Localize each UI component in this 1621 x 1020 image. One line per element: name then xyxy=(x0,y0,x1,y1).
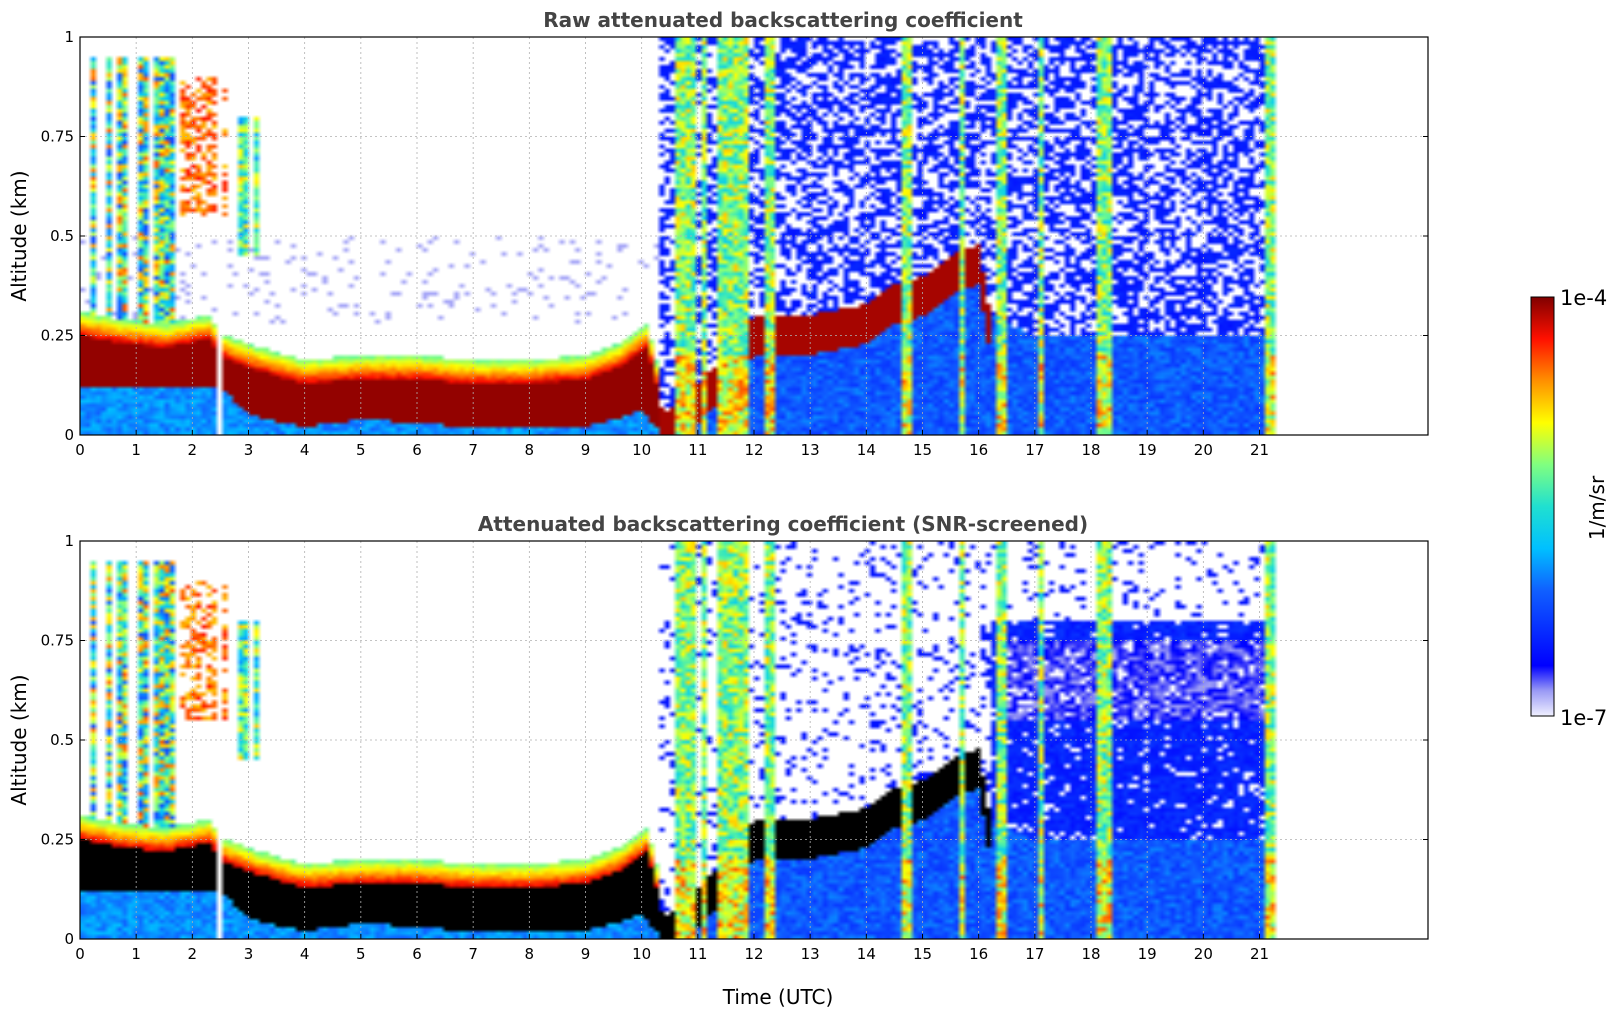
x-tick-label: 21 xyxy=(1250,441,1269,459)
y-tick-label: 0.25 xyxy=(41,831,74,849)
x-tick-label: 8 xyxy=(525,441,535,459)
x-tick-label: 15 xyxy=(913,441,932,459)
x-tick-label: 14 xyxy=(857,441,876,459)
x-tick-label: 18 xyxy=(1081,945,1100,963)
x-axis-label: Time (UTC) xyxy=(722,985,834,1009)
x-tick-label: 8 xyxy=(525,945,535,963)
y-tick-label: 0.5 xyxy=(50,731,74,749)
panel-raw: Raw attenuated backscattering coefficien… xyxy=(7,8,1429,459)
y-tick-label: 0.75 xyxy=(41,632,74,650)
panel-title: Raw attenuated backscattering coefficien… xyxy=(543,8,1023,32)
x-tick-label: 19 xyxy=(1138,441,1157,459)
x-tick-label: 11 xyxy=(688,945,707,963)
x-tick-label: 13 xyxy=(801,441,820,459)
x-tick-label: 0 xyxy=(75,441,85,459)
x-tick-label: 12 xyxy=(744,945,763,963)
x-tick-label: 7 xyxy=(468,945,478,963)
y-tick-label: 0 xyxy=(64,426,74,444)
y-tick-label: 1 xyxy=(64,28,74,46)
x-tick-labels: 0 1 2 3 4 5 6 7 8 9 10 11 12 13 14 15 16 17 18 19 20 21 xyxy=(75,430,1269,459)
x-tick-label: 14 xyxy=(857,945,876,963)
y-axis-label: Altitude (km) xyxy=(7,674,31,805)
y-tick-labels: 0 0.25 0.5 0.75 1 xyxy=(41,28,1428,444)
x-tick-label: 6 xyxy=(412,441,422,459)
x-tick-label: 6 xyxy=(412,945,422,963)
x-tick-label: 15 xyxy=(913,945,932,963)
x-tick-label: 5 xyxy=(356,945,366,963)
x-tick-label: 16 xyxy=(969,945,988,963)
x-tick-label: 17 xyxy=(1025,945,1044,963)
x-tick-label: 19 xyxy=(1138,945,1157,963)
x-tick-label: 10 xyxy=(632,945,651,963)
x-tick-label: 20 xyxy=(1194,945,1213,963)
gridlines xyxy=(79,36,1428,436)
colorbar: 1e-4 1e-7 1/m/sr xyxy=(1530,286,1609,730)
x-tick-label: 0 xyxy=(75,945,85,963)
x-tick-label: 18 xyxy=(1081,441,1100,459)
colorbar-label: 1/m/sr xyxy=(1585,475,1609,540)
x-tick-label: 16 xyxy=(969,441,988,459)
colorbar-gradient xyxy=(1530,296,1555,717)
x-tick-label: 10 xyxy=(632,441,651,459)
x-tick-labels: 0 1 2 3 4 5 6 7 8 9 10 11 12 13 14 15 16 17 18 19 20 21 xyxy=(75,934,1269,963)
x-tick-label: 21 xyxy=(1250,945,1269,963)
x-tick-label: 12 xyxy=(744,441,763,459)
colorbar-min-label: 1e-7 xyxy=(1560,706,1607,730)
x-tick-label: 3 xyxy=(244,441,254,459)
y-tick-label: 0 xyxy=(64,930,74,948)
y-tick-label: 0.75 xyxy=(41,128,74,146)
y-axis-label: Altitude (km) xyxy=(7,170,31,301)
x-tick-label: 1 xyxy=(131,945,141,963)
x-tick-label: 9 xyxy=(581,945,591,963)
panel-title: Attenuated backscattering coefficient (S… xyxy=(478,512,1088,536)
y-tick-labels: 0 0.25 0.5 0.75 1 xyxy=(41,532,1428,948)
x-tick-label: 4 xyxy=(300,945,310,963)
x-tick-label: 5 xyxy=(356,441,366,459)
y-tick-label: 1 xyxy=(64,532,74,550)
x-tick-label: 9 xyxy=(581,441,591,459)
colorbar-max-label: 1e-4 xyxy=(1560,286,1607,310)
x-tick-label: 2 xyxy=(188,441,198,459)
panel-snr-screened: Attenuated backscattering coefficient (S… xyxy=(7,512,1429,1009)
x-tick-label: 11 xyxy=(688,441,707,459)
x-tick-label: 7 xyxy=(468,441,478,459)
x-tick-label: 20 xyxy=(1194,441,1213,459)
x-tick-label: 1 xyxy=(131,441,141,459)
y-tick-label: 0.25 xyxy=(41,327,74,345)
x-tick-label: 17 xyxy=(1025,441,1044,459)
x-tick-label: 4 xyxy=(300,441,310,459)
x-tick-label: 13 xyxy=(801,945,820,963)
x-tick-label: 2 xyxy=(188,945,198,963)
x-tick-label: 3 xyxy=(244,945,254,963)
y-tick-label: 0.5 xyxy=(50,227,74,245)
